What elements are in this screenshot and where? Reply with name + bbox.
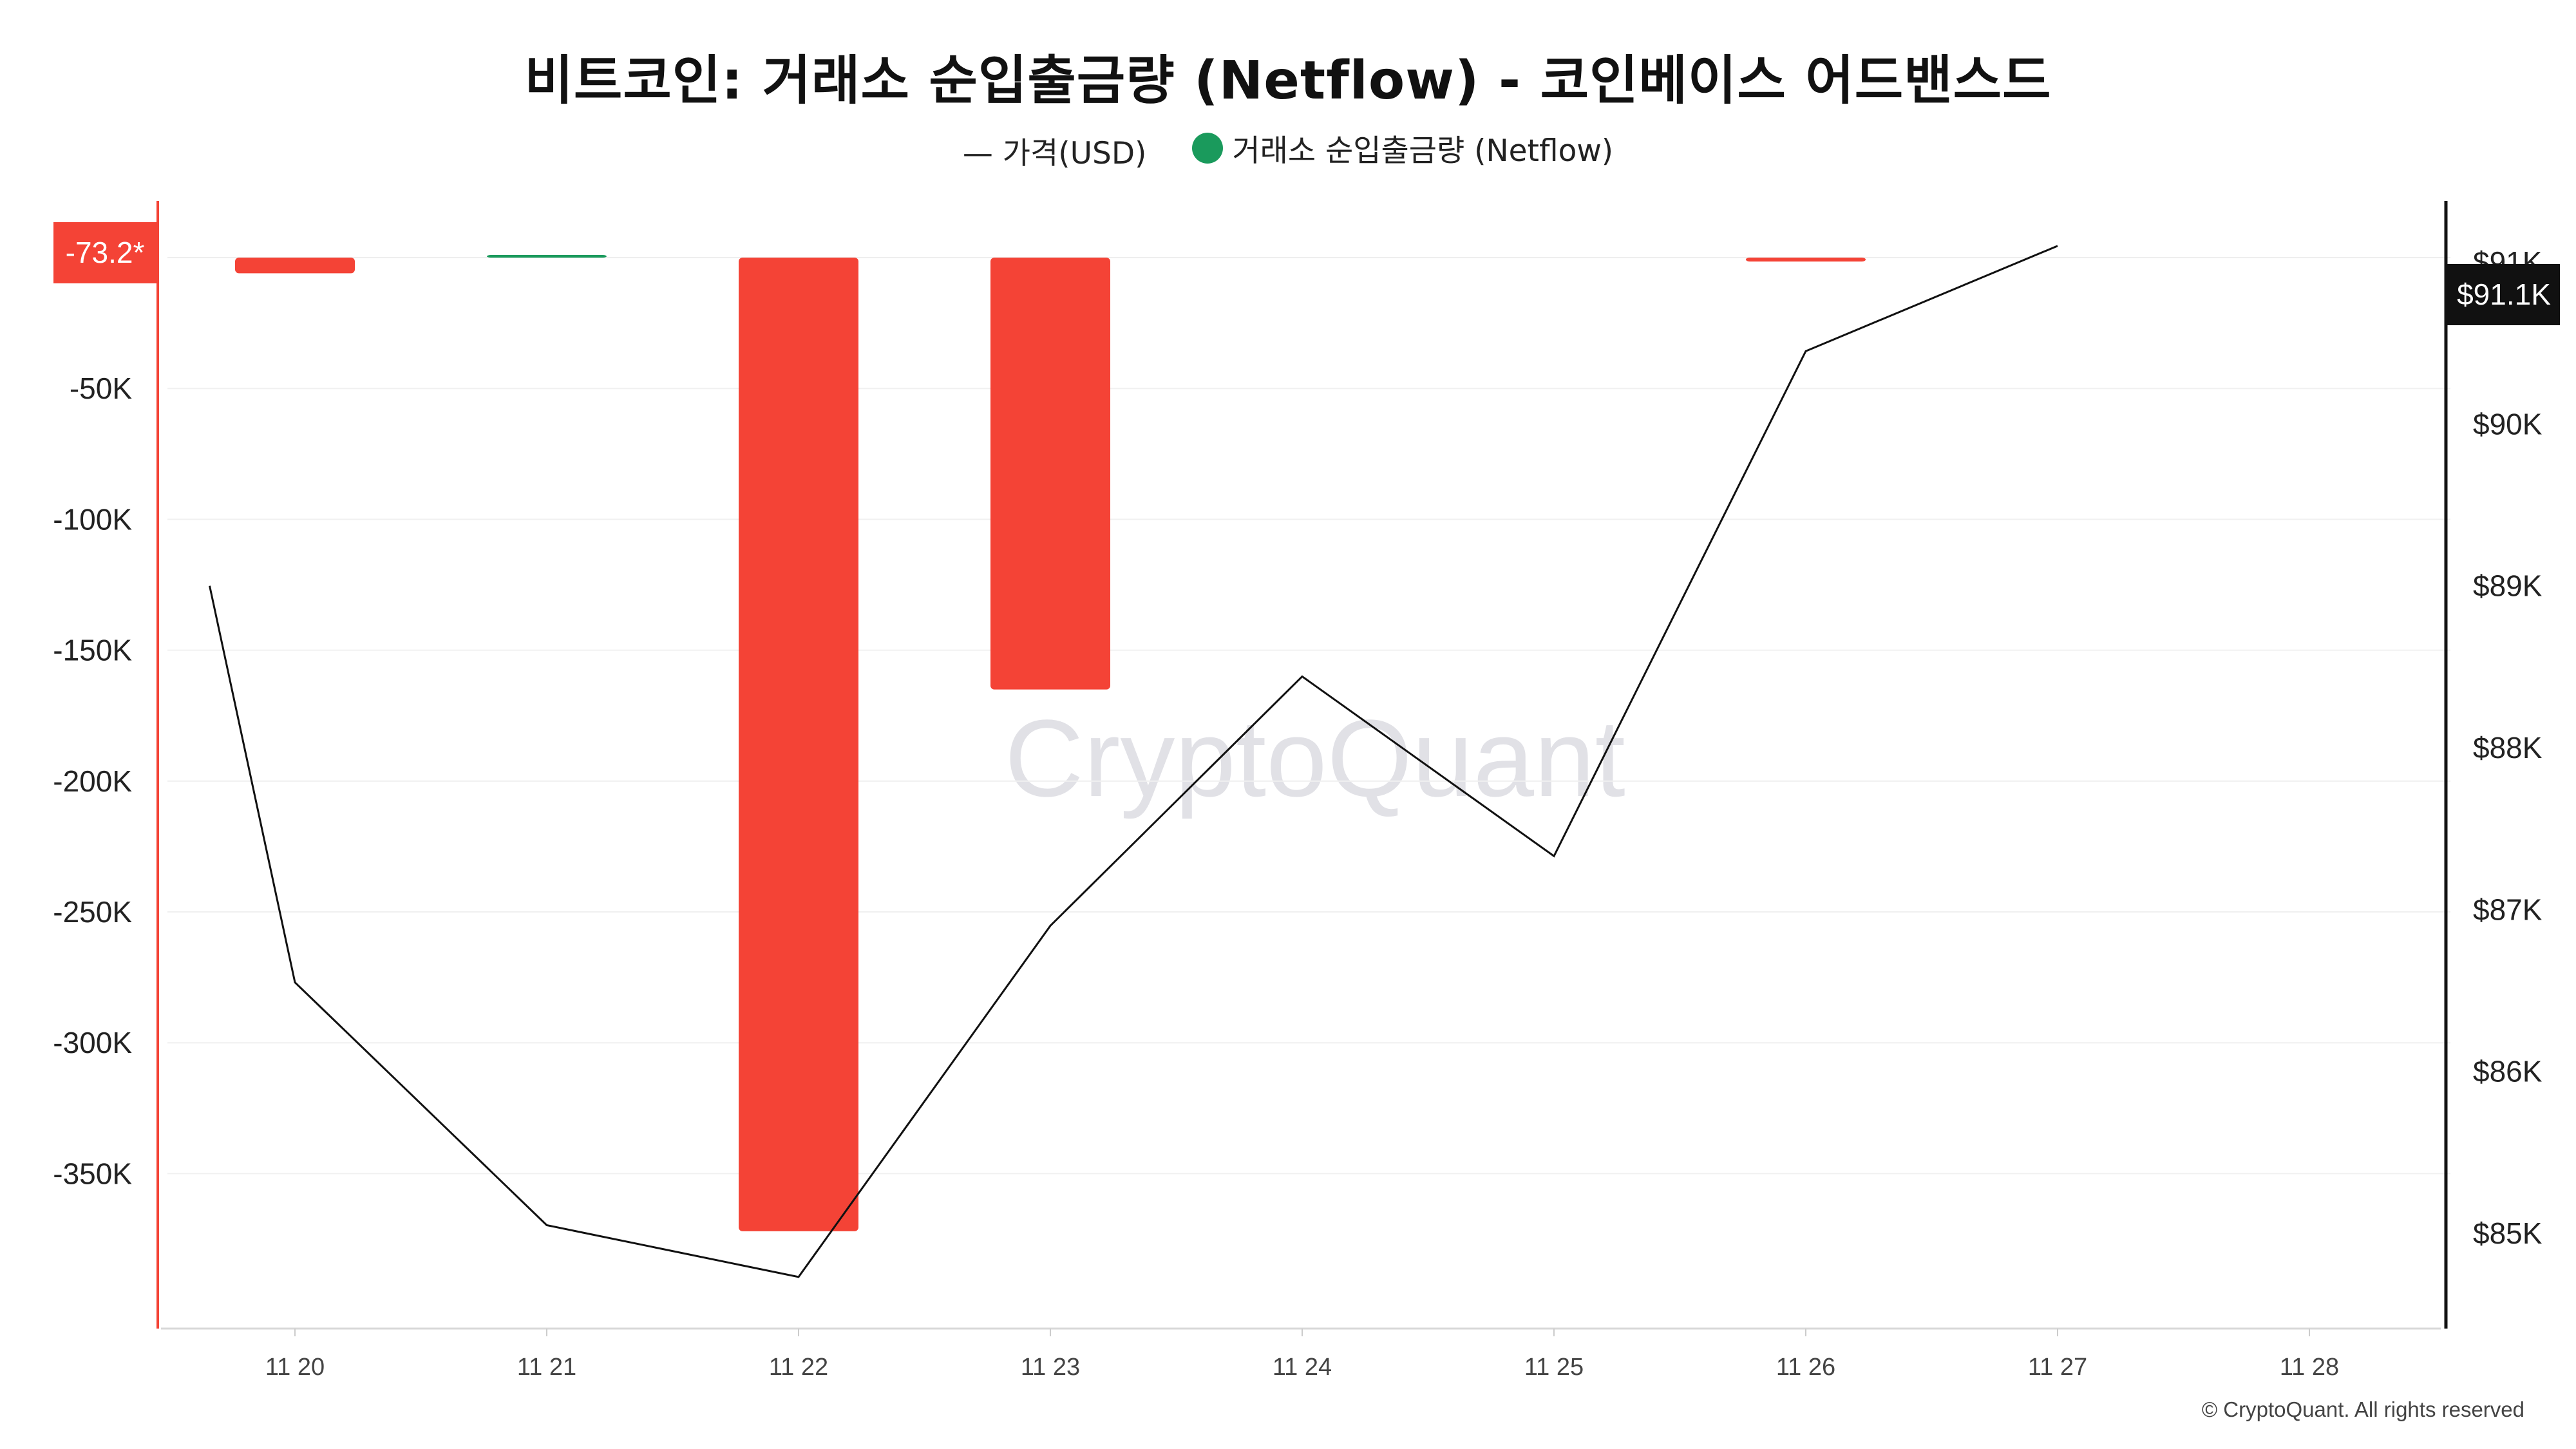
left-last-value-flag xyxy=(53,222,156,283)
legend: — 가격(USD) 거래소 순입출금량 (Netflow) xyxy=(0,126,2576,173)
x-tick-label: 11 27 xyxy=(2028,1354,2087,1381)
left-tick-label: -50K xyxy=(70,372,132,405)
right-tick-label: $90K xyxy=(2473,407,2543,440)
netflow-bar xyxy=(990,258,1110,690)
price-line xyxy=(209,245,2058,1278)
x-tick-label: 11 25 xyxy=(1524,1354,1584,1381)
left-last-value-label: -73.2* xyxy=(66,236,145,269)
legend-item-netflow[interactable]: 거래소 순입출금량 (Netflow) xyxy=(1192,126,1613,170)
right-tick-label: $88K xyxy=(2473,731,2543,764)
left-tick-label: -150K xyxy=(53,634,132,667)
x-tick-label: 11 26 xyxy=(1776,1354,1835,1381)
left-tick-label: -250K xyxy=(53,895,132,929)
x-tick-label: 11 28 xyxy=(2280,1354,2339,1381)
left-tick-label: -300K xyxy=(53,1026,132,1059)
copyright-text: © CryptoQuant. All rights reserved xyxy=(2201,1397,2524,1421)
right-tick-label: $85K xyxy=(2473,1217,2543,1250)
left-tick-label: -200K xyxy=(53,764,132,798)
right-tick-label: $87K xyxy=(2473,893,2543,926)
right-tick-label: $89K xyxy=(2473,569,2543,603)
netflow-bar xyxy=(739,258,858,1231)
x-tick-label: 11 24 xyxy=(1273,1354,1332,1381)
legend-item-price[interactable]: — 가격(USD) xyxy=(963,128,1147,173)
x-tick-label: 11 21 xyxy=(517,1354,576,1381)
netflow-bar xyxy=(235,258,355,274)
x-tick-label: 11 23 xyxy=(1021,1354,1080,1381)
netflow-bar xyxy=(487,255,607,258)
x-tick-label: 11 20 xyxy=(265,1354,325,1381)
right-tick-label: $86K xyxy=(2473,1055,2543,1088)
legend-price-label: — 가격(USD) xyxy=(962,135,1147,171)
right-last-value-label: $91.1K xyxy=(2457,278,2551,311)
chart-title: 비트코인: 거래소 순입출금량 (Netflow) - 코인베이스 어드밴스드 xyxy=(524,50,2052,111)
left-tick-label: -350K xyxy=(53,1157,132,1190)
left-tick-label: -100K xyxy=(53,502,132,536)
x-tick-label: 11 22 xyxy=(769,1354,828,1381)
netflow-bar xyxy=(1746,258,1866,262)
legend-netflow-label: 거래소 순입출금량 (Netflow) xyxy=(1232,133,1614,169)
netflow-dot-icon xyxy=(1192,132,1224,164)
right-last-value-flag xyxy=(2447,264,2560,325)
